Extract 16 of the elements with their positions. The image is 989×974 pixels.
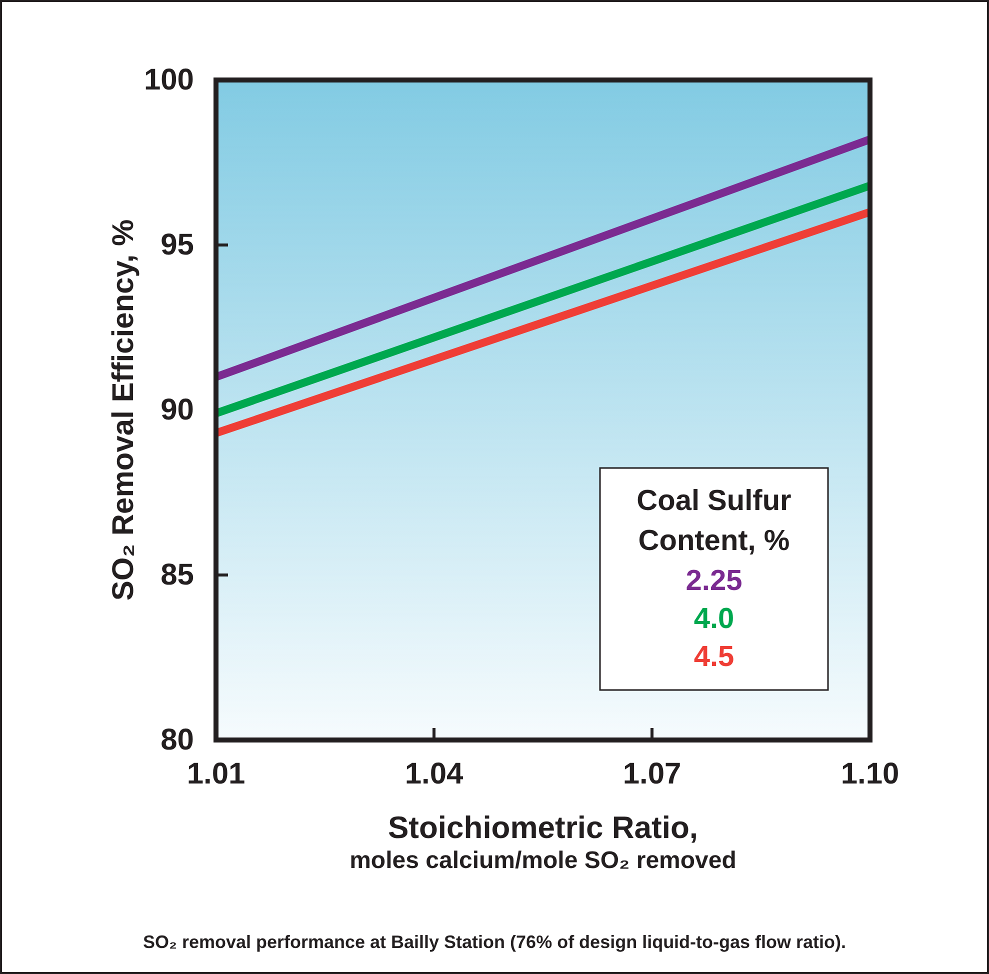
text: 4.5 <box>694 641 734 673</box>
x-tick-label: 1.10 <box>840 757 900 790</box>
text: 2.25 <box>686 565 742 597</box>
y-axis-title: SO₂ Removal Efficiency, % <box>107 219 140 601</box>
x-tick-label: 1.01 <box>186 757 246 790</box>
y-tick-label: 85 <box>160 558 194 592</box>
y-tick-label: 90 <box>160 394 194 427</box>
x-axis-title: Stoichiometric Ratio, moles calcium/mole SO₂ removed <box>350 810 736 874</box>
y-tick-label: 100 <box>144 64 194 97</box>
x-tick-label: 1.04 <box>404 757 464 790</box>
y-tick-label: 80 <box>160 724 194 757</box>
y-tick-label: 95 <box>160 228 194 262</box>
text: 4.0 <box>694 603 734 635</box>
x-tick-label: 1.07 <box>622 757 682 790</box>
text: SO₂ removal performance at Bailly Station (76% of design liquid-to-gas flow ratio). <box>142 932 846 952</box>
legend-title: Coal Sulfur Content, % <box>636 485 792 557</box>
